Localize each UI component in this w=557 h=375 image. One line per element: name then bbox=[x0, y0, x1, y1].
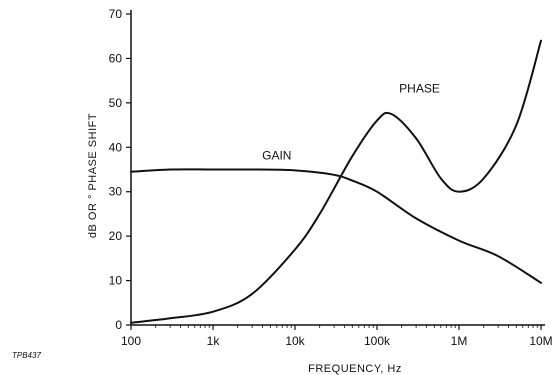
axes bbox=[126, 10, 545, 330]
series-layer bbox=[130, 39, 542, 324]
y-axis-title: dB OR ° PHASE SHIFT bbox=[87, 113, 99, 238]
y-tick-label-30: 30 bbox=[109, 185, 123, 199]
y-tick-label-40: 40 bbox=[109, 140, 123, 154]
y-tick-label-0: 0 bbox=[115, 318, 122, 332]
x-tick-label-100k: 100k bbox=[364, 334, 391, 348]
labels-layer: 0 10 20 30 40 50 60 70 100 1k 10k 100k 1M 10M FREQUENC… bbox=[12, 7, 553, 375]
x-axis-title: FREQUENCY, Hz bbox=[308, 363, 402, 375]
x-tick-label-100: 100 bbox=[121, 334, 141, 348]
x-tick-label-10M: 10M bbox=[529, 334, 552, 348]
y-tick-label-60: 60 bbox=[109, 51, 123, 65]
x-tick-label-10k: 10k bbox=[285, 334, 305, 348]
x-tick-label-1k: 1k bbox=[207, 334, 221, 348]
y-tick-label-20: 20 bbox=[109, 229, 123, 243]
y-tick-label-10: 10 bbox=[109, 274, 123, 288]
y-tick-label-50: 50 bbox=[109, 96, 123, 110]
annotation-phase: PHASE bbox=[399, 82, 440, 96]
figure-id: TPB437 bbox=[12, 351, 41, 360]
x-tick-label-1M: 1M bbox=[451, 334, 468, 348]
series-line-gain bbox=[130, 168, 542, 284]
series-line-phase bbox=[130, 39, 542, 324]
annotation-gain: GAIN bbox=[262, 149, 291, 163]
y-tick-label-70: 70 bbox=[109, 7, 123, 21]
